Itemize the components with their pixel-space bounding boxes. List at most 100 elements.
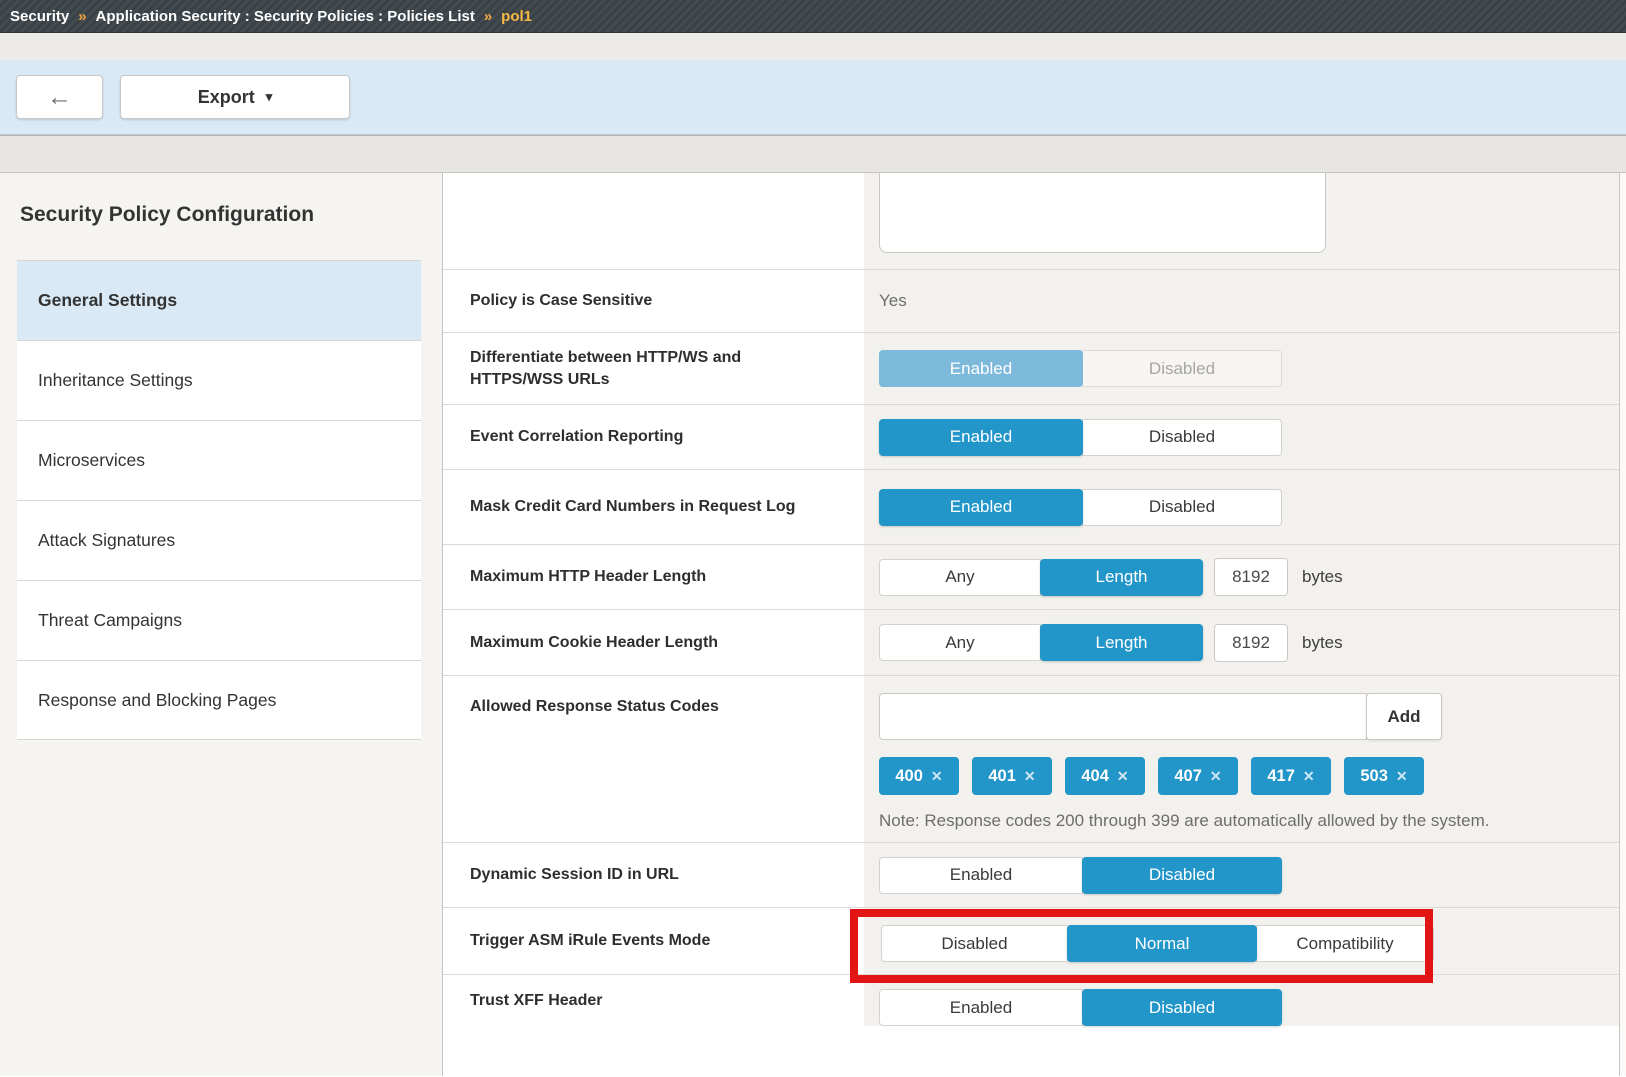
settings-row-event-correlation: Event Correlation Reporting Enabled Disa… xyxy=(443,404,1626,469)
max-cookie-header-length-button[interactable]: Length xyxy=(1040,624,1203,661)
export-button[interactable]: Export ▾ xyxy=(120,75,350,119)
remove-icon[interactable]: ✕ xyxy=(1302,767,1315,784)
trust-xff-disabled-button[interactable]: Disabled xyxy=(1082,989,1282,1026)
tag-label: 503 xyxy=(1360,766,1388,785)
sidebar-heading: Security Policy Configuration xyxy=(20,203,315,226)
max-http-header-length-button[interactable]: Length xyxy=(1040,558,1203,596)
status-code-tag-503[interactable]: 503 ✕ xyxy=(1344,757,1424,795)
status-code-input[interactable] xyxy=(879,693,1367,740)
dynamic-session-enabled-button[interactable]: Enabled xyxy=(879,856,1083,894)
add-status-code-button[interactable]: Add xyxy=(1366,693,1442,740)
trigger-irule-compatibility-button[interactable]: Compatibility xyxy=(1256,925,1434,962)
max-cookie-header-toggle: Any Length xyxy=(879,624,1203,661)
chevron-down-icon: ▾ xyxy=(265,89,273,104)
event-correlation-disabled-button[interactable]: Disabled xyxy=(1082,418,1282,456)
export-button-label: Export xyxy=(197,86,255,107)
settings-row-trigger-asm-irule: Trigger ASM iRule Events Mode Disabled N… xyxy=(443,907,1626,974)
status-code-tags: 400 ✕ 401 ✕ 404 ✕ 407 ✕ 417 ✕ 503 ✕ xyxy=(879,757,1626,795)
differentiate-toggle: Enabled Disabled xyxy=(879,350,1282,387)
status-codes-note: Note: Response codes 200 through 399 are… xyxy=(879,811,1490,830)
row-value xyxy=(864,173,1626,269)
truncated-text-input[interactable] xyxy=(879,173,1326,253)
max-cookie-header-unit-label: bytes xyxy=(1302,632,1343,652)
setting-label: Trigger ASM iRule Events Mode xyxy=(443,908,864,974)
scrollbar-track[interactable] xyxy=(1619,173,1626,1076)
top-strip xyxy=(0,33,1626,60)
trigger-asm-irule-toggle: Disabled Normal Compatibility xyxy=(881,925,1434,962)
event-correlation-toggle: Enabled Disabled xyxy=(879,418,1282,456)
tag-label: 400 xyxy=(895,766,923,785)
remove-icon[interactable]: ✕ xyxy=(1395,767,1408,784)
setting-label: Dynamic Session ID in URL xyxy=(443,843,864,907)
settings-row-case-sensitive: Policy is Case Sensitive Yes xyxy=(443,269,1626,332)
sidebar-nav: General Settings Inheritance Settings Mi… xyxy=(0,260,442,740)
sidebar-item-attack-signatures[interactable]: Attack Signatures xyxy=(17,500,421,580)
settings-row-mask-credit-card: Mask Credit Card Numbers in Request Log … xyxy=(443,469,1626,544)
setting-label: Maximum HTTP Header Length xyxy=(443,545,864,609)
max-cookie-header-length-input[interactable] xyxy=(1214,623,1288,662)
differentiate-enabled-button[interactable]: Enabled xyxy=(879,350,1083,387)
status-code-tag-404[interactable]: 404 ✕ xyxy=(1065,757,1145,795)
mask-credit-card-toggle: Enabled Disabled xyxy=(879,488,1282,526)
setting-label: Trust XFF Header xyxy=(443,975,864,1012)
settings-row-differentiate-urls: Differentiate between HTTP/WS and HTTPS/… xyxy=(443,332,1626,404)
differentiate-disabled-button[interactable]: Disabled xyxy=(1082,350,1282,387)
setting-label: Policy is Case Sensitive xyxy=(443,270,864,332)
remove-icon[interactable]: ✕ xyxy=(930,767,943,784)
back-button[interactable]: ← xyxy=(16,75,103,119)
status-code-tag-407[interactable]: 407 ✕ xyxy=(1158,757,1238,795)
setting-label: Allowed Response Status Codes xyxy=(443,676,864,842)
tag-label: 407 xyxy=(1174,766,1202,785)
trigger-irule-disabled-button[interactable]: Disabled xyxy=(881,925,1068,962)
remove-icon[interactable]: ✕ xyxy=(1209,767,1222,784)
max-cookie-header-any-button[interactable]: Any xyxy=(879,624,1041,661)
breadcrumb-separator-icon: » xyxy=(78,7,87,25)
tag-label: 417 xyxy=(1267,766,1295,785)
sidebar: Security Policy Configuration General Se… xyxy=(0,173,443,1076)
dynamic-session-disabled-button[interactable]: Disabled xyxy=(1082,856,1282,894)
status-code-tag-417[interactable]: 417 ✕ xyxy=(1251,757,1331,795)
settings-row-max-cookie-header: Maximum Cookie Header Length Any Length … xyxy=(443,609,1626,675)
tag-label: 404 xyxy=(1081,766,1109,785)
breadcrumb-separator-icon: » xyxy=(483,7,493,25)
breadcrumb: Security » Application Security : Securi… xyxy=(0,0,1626,33)
mask-credit-card-enabled-button[interactable]: Enabled xyxy=(879,488,1083,526)
max-http-header-any-button[interactable]: Any xyxy=(879,558,1041,596)
settings-row-trust-xff: Trust XFF Header Enabled Disabled xyxy=(443,974,1626,1076)
setting-label: Differentiate between HTTP/WS and HTTPS/… xyxy=(443,333,864,404)
sidebar-item-response-blocking-pages[interactable]: Response and Blocking Pages xyxy=(17,660,421,740)
sidebar-item-general-settings[interactable]: General Settings xyxy=(17,260,421,340)
setting-label: Event Correlation Reporting xyxy=(443,405,864,469)
toolbar: ← Export ▾ xyxy=(0,60,1626,135)
trust-xff-enabled-button[interactable]: Enabled xyxy=(879,989,1083,1026)
tag-label: 401 xyxy=(988,766,1016,785)
max-http-header-unit-label: bytes xyxy=(1302,567,1343,586)
trigger-irule-normal-button[interactable]: Normal xyxy=(1067,925,1257,962)
case-sensitive-value: Yes xyxy=(879,291,907,310)
max-http-header-length-input[interactable] xyxy=(1214,558,1288,596)
sidebar-item-microservices[interactable]: Microservices xyxy=(17,420,421,500)
settings-panel: Policy is Case Sensitive Yes Differentia… xyxy=(443,173,1626,1076)
setting-label: Maximum Cookie Header Length xyxy=(443,610,864,675)
settings-row-partial xyxy=(443,173,1626,269)
allowed-status-codes-value: Add 400 ✕ 401 ✕ 404 ✕ 407 ✕ 417 ✕ 503 ✕ Note: … xyxy=(864,676,1626,842)
mask-credit-card-disabled-button[interactable]: Disabled xyxy=(1082,488,1282,526)
breadcrumb-current-policy: pol1 xyxy=(501,7,533,25)
settings-row-max-http-header: Maximum HTTP Header Length Any Length by… xyxy=(443,544,1626,609)
remove-icon[interactable]: ✕ xyxy=(1023,767,1036,784)
remove-icon[interactable]: ✕ xyxy=(1116,767,1129,784)
breadcrumb-section[interactable]: Security xyxy=(10,7,70,25)
settings-row-dynamic-session-id: Dynamic Session ID in URL Enabled Disabl… xyxy=(443,842,1626,907)
row-label-empty xyxy=(443,173,864,269)
sidebar-item-threat-campaigns[interactable]: Threat Campaigns xyxy=(17,580,421,660)
status-code-tag-400[interactable]: 400 ✕ xyxy=(879,757,959,795)
max-http-header-toggle: Any Length xyxy=(879,558,1203,596)
dynamic-session-toggle: Enabled Disabled xyxy=(879,856,1282,894)
sidebar-item-inheritance-settings[interactable]: Inheritance Settings xyxy=(17,340,421,420)
settings-row-allowed-status-codes: Allowed Response Status Codes Add 400 ✕ 4… xyxy=(443,675,1626,842)
breadcrumb-path[interactable]: Application Security : Security Policies… xyxy=(95,7,475,25)
toolbar-lower-strip xyxy=(0,135,1626,173)
status-code-tag-401[interactable]: 401 ✕ xyxy=(972,757,1052,795)
event-correlation-enabled-button[interactable]: Enabled xyxy=(879,418,1083,456)
